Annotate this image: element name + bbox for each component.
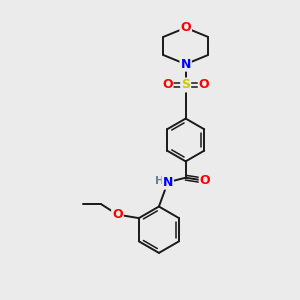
- Text: O: O: [199, 79, 209, 92]
- Text: O: O: [180, 21, 191, 34]
- Text: O: O: [162, 79, 172, 92]
- Text: S: S: [181, 79, 190, 92]
- Text: H: H: [155, 176, 164, 186]
- Text: N: N: [181, 58, 191, 71]
- Text: N: N: [163, 176, 173, 189]
- Text: O: O: [112, 208, 123, 221]
- Text: O: O: [200, 174, 210, 187]
